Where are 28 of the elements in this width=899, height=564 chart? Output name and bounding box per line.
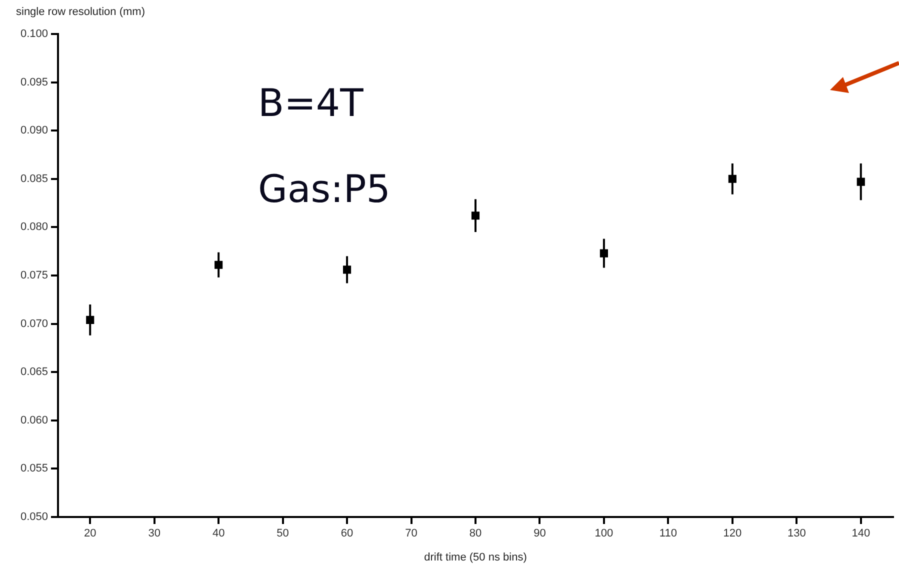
x-tick-label: 70 — [405, 528, 418, 540]
x-tick-label: 30 — [148, 528, 160, 540]
y-tick-label: 0.080 — [20, 221, 48, 234]
x-tick-label: 20 — [84, 528, 96, 540]
y-tick-label: 0.055 — [20, 462, 48, 475]
y-tick-label: 0.095 — [20, 76, 48, 88]
x-tick-label: 50 — [276, 528, 289, 540]
y-tick-label: 0.085 — [20, 172, 48, 185]
x-tick-label: 40 — [212, 528, 225, 540]
y-tick-label: 0.100 — [20, 28, 48, 40]
x-tick-label: 60 — [340, 528, 354, 540]
x-tick-label: 90 — [534, 528, 546, 540]
x-tick-label: 120 — [723, 528, 742, 540]
x-tick-label: 130 — [787, 528, 806, 540]
x-tick-label: 140 — [852, 528, 870, 540]
annotation: B=4T — [258, 81, 364, 125]
y-tick-label: 0.065 — [20, 366, 48, 378]
x-axis-title: drift time (50 ns bins) — [424, 551, 527, 564]
y-tick-label: 0.060 — [20, 414, 48, 426]
y-tick-label: 0.075 — [20, 270, 48, 282]
y-tick-label: 0.090 — [20, 124, 48, 137]
x-tick-label: 110 — [659, 528, 677, 540]
x-tick-label: 80 — [469, 528, 482, 540]
y-tick-label: 0.070 — [20, 318, 48, 330]
y-axis-title: single row resolution (mm) — [16, 6, 145, 18]
y-tick-label: 0.050 — [20, 511, 48, 524]
annotation: Gas:P5 — [258, 167, 390, 211]
x-tick-label: 100 — [594, 528, 614, 540]
